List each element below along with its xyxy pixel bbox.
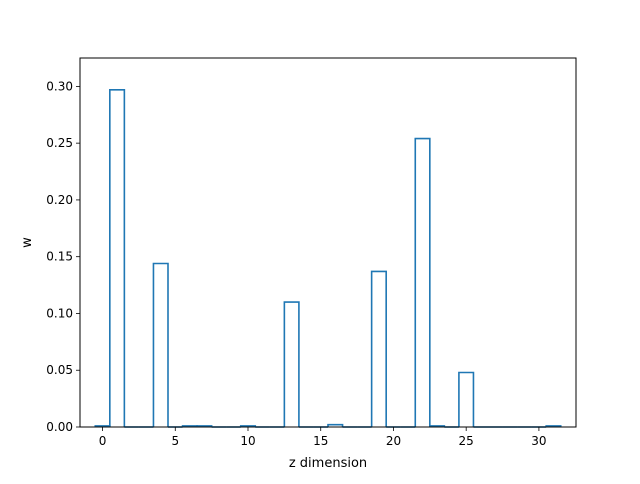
- y-tick-label: 0.15: [46, 250, 73, 264]
- x-tick-label: 10: [240, 434, 255, 448]
- y-tick-label: 0.25: [46, 136, 73, 150]
- bar-13: [283, 301, 300, 427]
- bar-1: [109, 88, 126, 427]
- y-tick-label: 0.00: [46, 420, 73, 434]
- x-axis-ticks: 0 5 10 15 20 25 30: [99, 427, 547, 448]
- bar-16: [327, 423, 344, 427]
- y-tick-label: 0.05: [46, 363, 73, 377]
- x-tick-label: 5: [171, 434, 179, 448]
- y-tick-label: 0.20: [46, 193, 73, 207]
- bar-19: [370, 270, 387, 427]
- y-axis-ticks: 0.00 0.05 0.10 0.15 0.20 0.25 0.30: [46, 79, 80, 434]
- bar-31: [545, 425, 562, 427]
- x-tick-label: 20: [386, 434, 401, 448]
- x-axis-label: z dimension: [289, 456, 367, 471]
- x-tick-label: 25: [459, 434, 474, 448]
- plot-frame: [79, 57, 577, 428]
- y-axis-label: w: [20, 237, 35, 248]
- y-tick-label: 0.10: [46, 306, 73, 320]
- x-tick-label: 0: [99, 434, 107, 448]
- bar-25: [458, 371, 475, 427]
- bar-22: [414, 137, 431, 427]
- x-tick-label: 30: [531, 434, 546, 448]
- y-tick-label: 0.30: [46, 79, 73, 93]
- bar-4: [152, 262, 169, 427]
- x-tick-label: 15: [313, 434, 328, 448]
